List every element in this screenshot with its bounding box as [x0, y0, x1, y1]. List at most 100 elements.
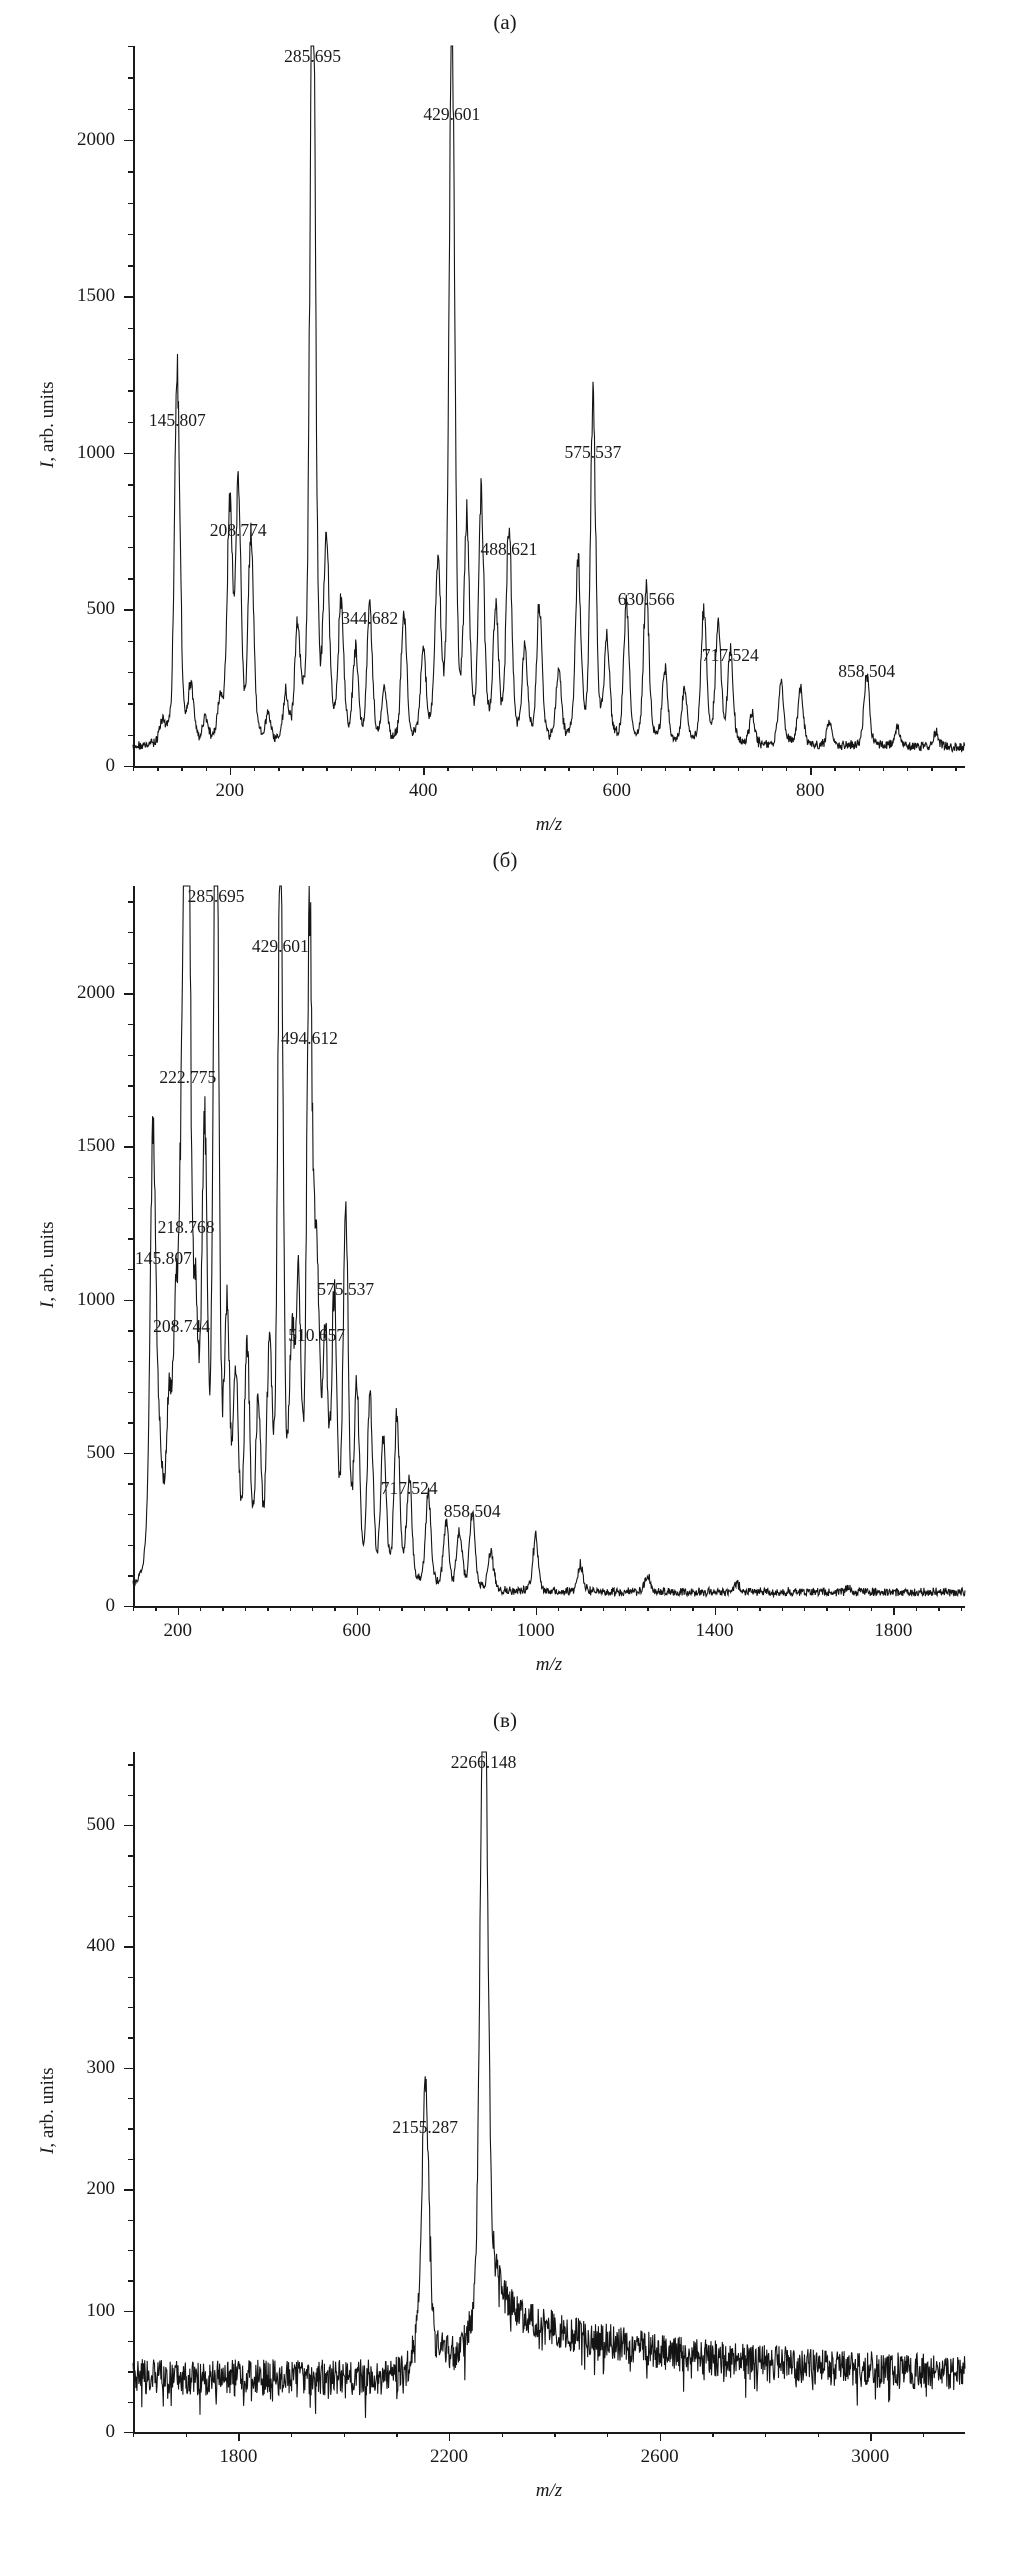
x-tick-minor — [737, 766, 740, 771]
x-tick-minor — [689, 766, 691, 771]
x-tick-minor — [133, 2432, 135, 2437]
peak-label: 717.524 — [701, 645, 759, 666]
x-tick-label: 3000 — [851, 2446, 890, 2467]
y-tick-major — [124, 1824, 133, 1827]
y-tick-minor — [128, 1115, 133, 1118]
y-tick-minor — [128, 734, 133, 737]
x-tick-minor — [625, 1606, 627, 1611]
y-tick-minor — [128, 2280, 133, 2282]
x-tick-minor — [915, 1606, 918, 1611]
x-tick-minor — [557, 1606, 560, 1611]
y-tick-major — [124, 2189, 133, 2191]
x-tick-minor — [205, 766, 207, 771]
y-tick-minor — [128, 171, 133, 173]
x-tick-minor — [858, 766, 860, 771]
y-tick-label: 2000 — [77, 982, 115, 1004]
peak-label: 208.774 — [209, 519, 267, 540]
y-tick-major — [124, 1146, 133, 1148]
peak-label: 494.612 — [281, 1027, 338, 1048]
peak-label: 630.566 — [617, 588, 675, 609]
peak-label: 285.695 — [187, 886, 245, 906]
x-tick-minor — [447, 766, 449, 771]
peak-label: 2266.148 — [450, 1752, 517, 1772]
x-tick-minor — [267, 1606, 269, 1611]
x-tick-minor — [606, 2432, 609, 2437]
x-tick-minor — [931, 766, 933, 771]
x-tick-minor — [157, 766, 159, 771]
x-axis-title: m/z — [535, 1654, 563, 1675]
y-tick-label: 0 — [105, 755, 116, 776]
x-tick-minor — [834, 766, 836, 771]
x-tick-major — [535, 1606, 537, 1615]
y-tick-label: 2000 — [77, 128, 115, 150]
x-tick-minor — [647, 1606, 649, 1611]
x-tick-minor — [290, 2432, 293, 2437]
x-axis-line — [133, 2432, 965, 2434]
y-tick-major — [124, 2432, 133, 2434]
y-tick-minor — [128, 1391, 133, 1393]
y-tick-major — [124, 609, 133, 611]
y-tick-minor — [128, 1177, 133, 1179]
y-tick-minor — [128, 578, 133, 580]
y-tick-minor — [128, 1544, 133, 1547]
y-tick-minor — [128, 672, 133, 674]
panel-c-plot: 0 100 200 300 400 500 1800 2200 2600 3000 m/z I, ar… — [37, 1751, 966, 2501]
y-tick-minor — [128, 202, 133, 204]
y-tick-minor — [128, 1575, 133, 1577]
x-tick-label: 1000 — [516, 1620, 555, 1641]
x-tick-minor — [490, 1606, 493, 1611]
x-tick-minor — [713, 766, 715, 771]
y-tick-minor — [128, 359, 133, 361]
x-tick-minor — [374, 766, 377, 771]
x-tick-minor — [350, 766, 353, 771]
x-tick-minor — [669, 1606, 672, 1611]
x-tick-minor — [278, 766, 280, 771]
y-tick-minor — [128, 2128, 133, 2130]
y-tick-minor — [128, 233, 133, 236]
y-tick-label: 0 — [105, 1595, 116, 1616]
y-tick-label: 1000 — [77, 1288, 115, 1310]
x-tick-minor — [396, 2432, 398, 2437]
y-tick-minor — [128, 1054, 133, 1056]
x-tick-minor — [289, 1606, 291, 1611]
peak-label: 717.524 — [380, 1477, 438, 1498]
peak-label: 429.601 — [251, 935, 309, 956]
peak-label: 858.504 — [838, 660, 896, 681]
y-tick-label: 0 — [105, 2421, 116, 2442]
y-tick-label: 500 — [86, 598, 116, 620]
x-tick-minor — [602, 1606, 605, 1611]
y-tick-minor — [128, 962, 133, 964]
x-axis-line — [133, 1606, 965, 1608]
panel-a-plot: 0 500 1000 1500 2000 200 400 600 800 m/z I, arb. u… — [37, 45, 966, 835]
y-tick-minor — [128, 2401, 133, 2404]
x-tick-label: 400 — [408, 780, 438, 801]
x-tick-label: 200 — [163, 1620, 192, 1641]
y-tick-major — [124, 296, 133, 298]
x-tick-minor — [759, 1606, 761, 1611]
panel-a: (а) 0 500 1000 1500 2000 200 400 600 800 m/z I, ar… — [0, 0, 1010, 835]
y-tick-minor — [128, 1794, 133, 1796]
y-tick-minor — [128, 1514, 133, 1516]
x-tick-major — [238, 2432, 240, 2441]
y-tick-label: 500 — [86, 1441, 116, 1463]
y-tick-minor — [128, 546, 133, 549]
x-tick-label: 2200 — [429, 2446, 468, 2467]
x-axis-title: m/z — [535, 814, 563, 835]
y-tick-minor — [128, 1330, 133, 1332]
x-tick-minor — [781, 1606, 783, 1611]
x-tick-minor — [826, 1606, 828, 1611]
y-tick-minor — [128, 2340, 133, 2343]
x-tick-label: 1800 — [874, 1620, 913, 1641]
y-tick-minor — [128, 2158, 133, 2161]
peak-label: 488.621 — [480, 538, 538, 559]
x-tick-minor — [848, 1606, 851, 1611]
x-tick-major — [616, 766, 619, 775]
x-tick-minor — [786, 766, 788, 771]
peak-label: 2155.287 — [392, 2117, 459, 2138]
y-tick-minor — [128, 390, 133, 392]
y-tick-minor — [128, 640, 133, 643]
y-tick-minor — [128, 1855, 133, 1857]
y-tick-minor — [128, 1085, 133, 1087]
panel-a-letter: (а) — [493, 10, 517, 34]
x-tick-minor — [544, 766, 546, 771]
